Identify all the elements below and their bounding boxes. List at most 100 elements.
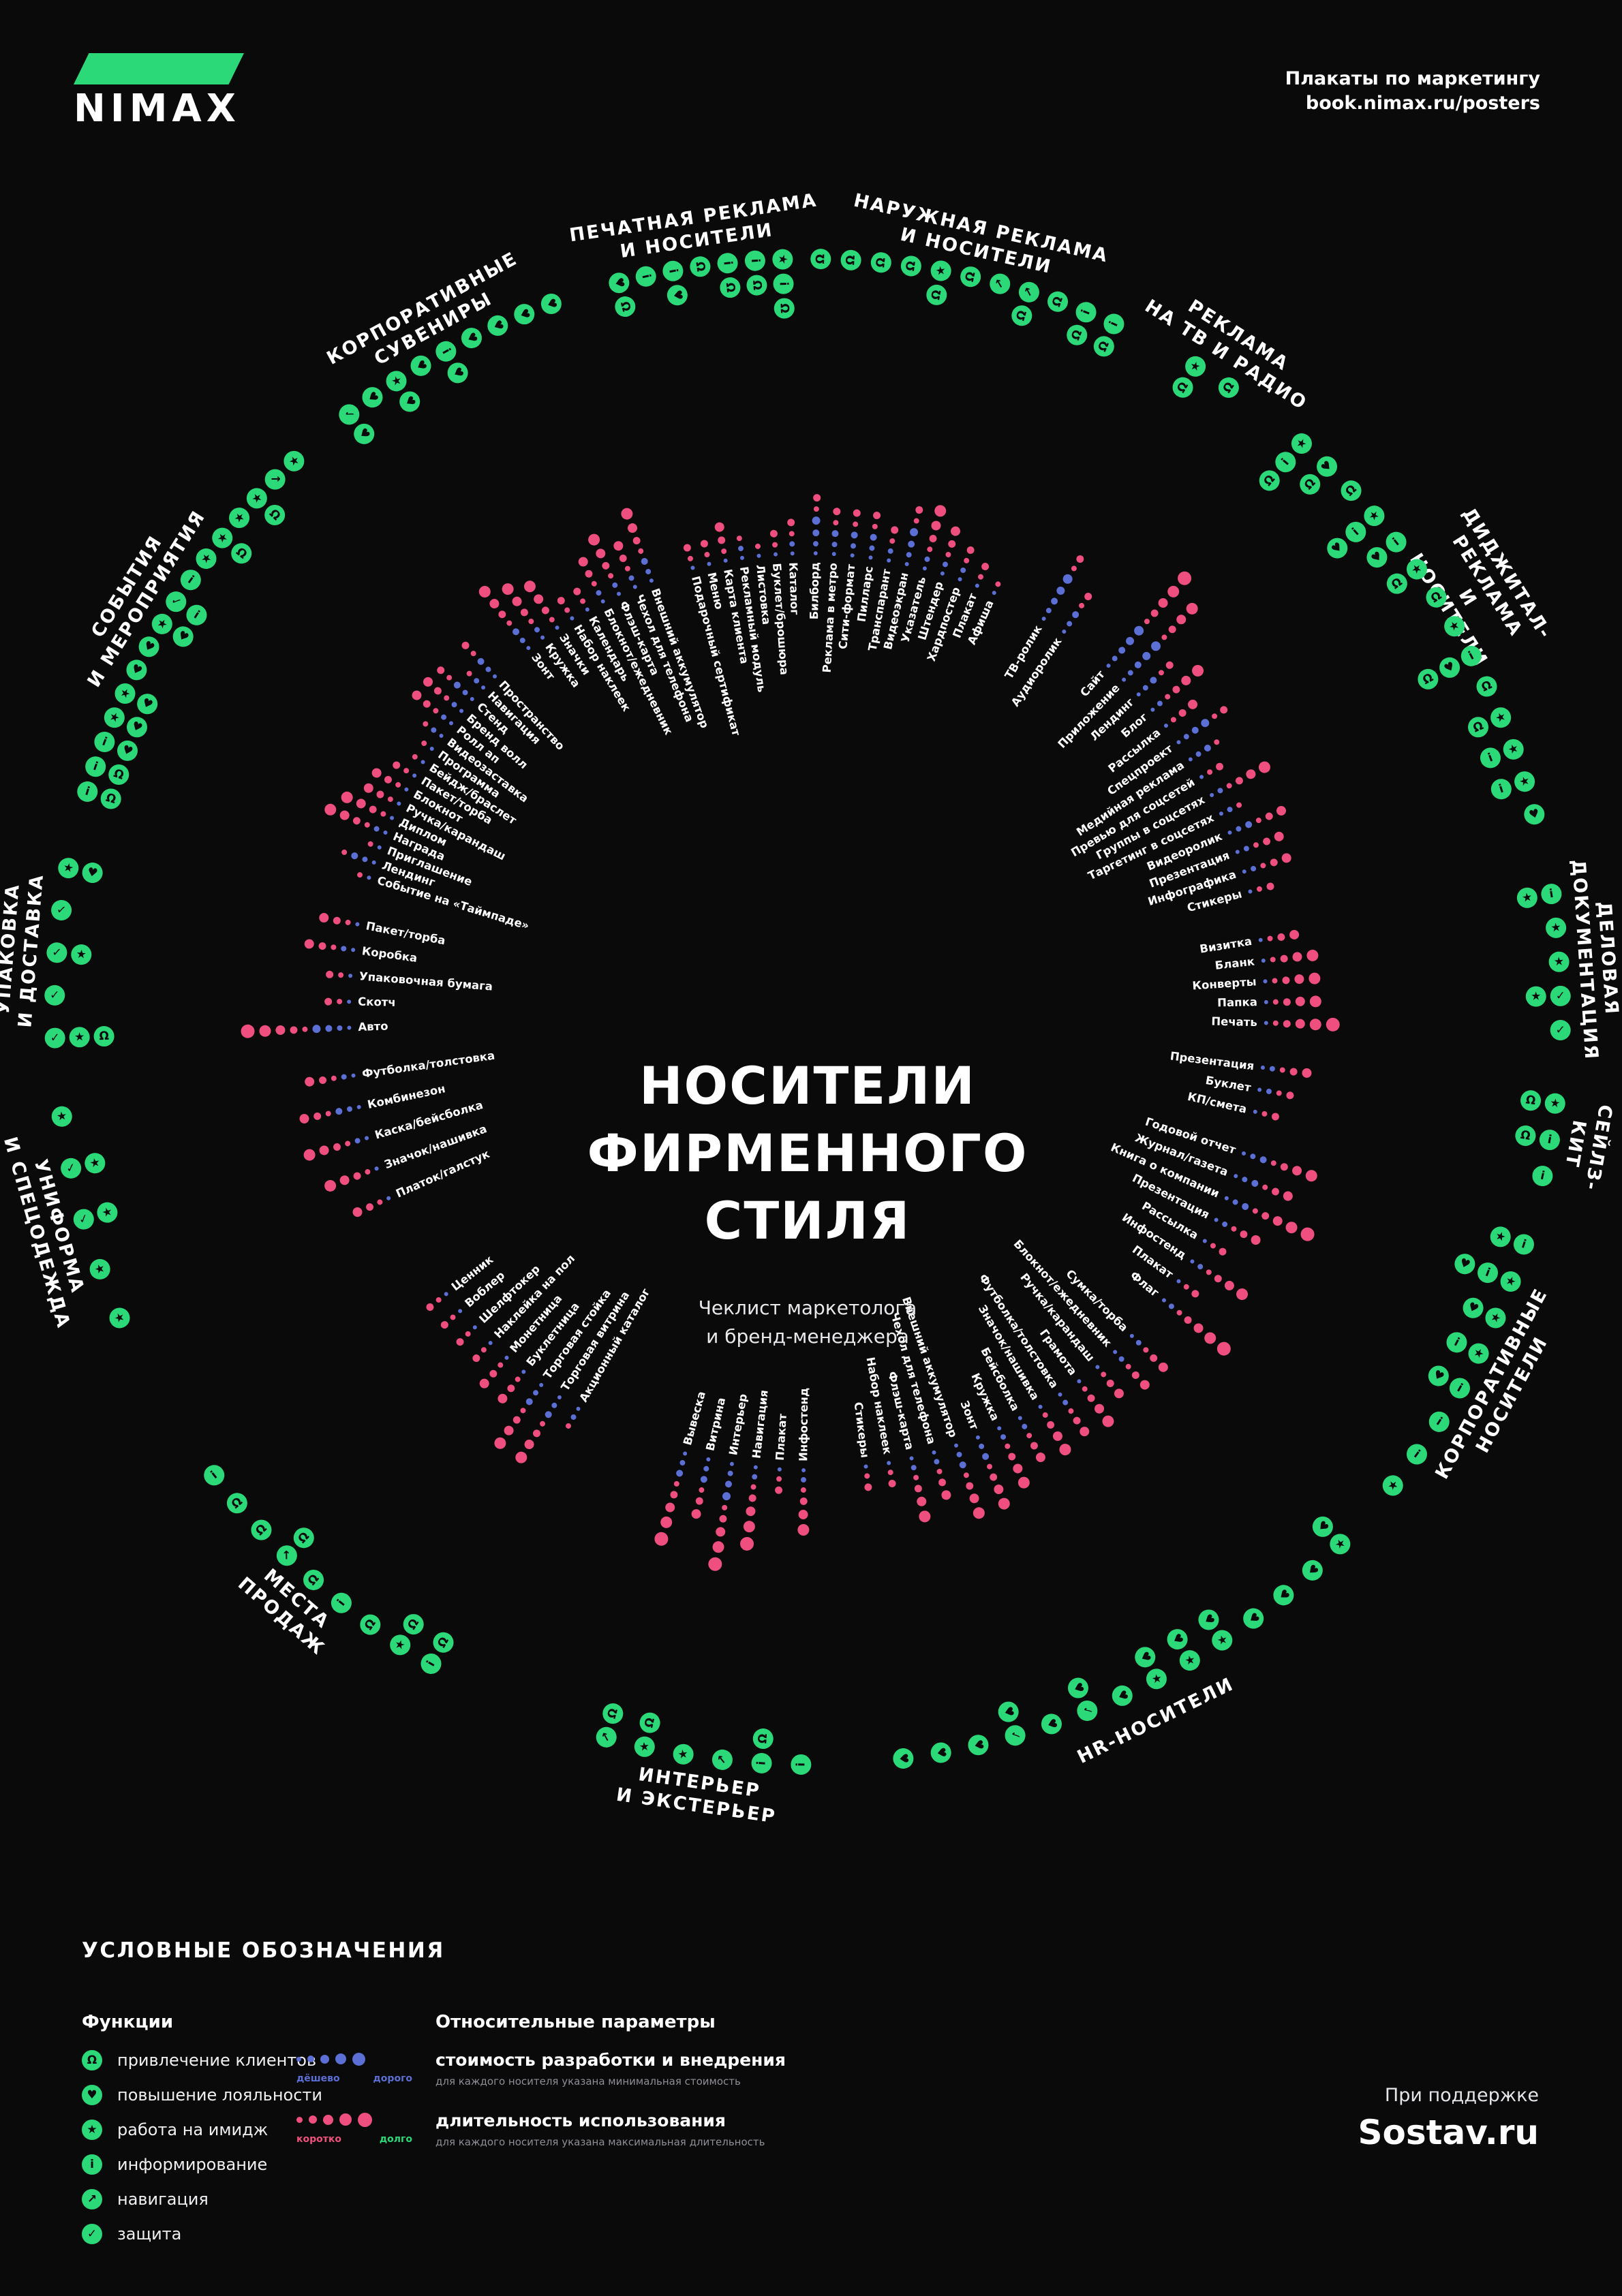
item-function-icons: ♥ bbox=[123, 656, 151, 684]
duration-dot bbox=[637, 547, 645, 555]
duration-dot bbox=[872, 511, 881, 520]
cost-dot bbox=[452, 680, 462, 690]
cost-dot bbox=[1261, 958, 1266, 963]
duration-dot bbox=[304, 1076, 316, 1087]
item-function-icons: ♥ bbox=[929, 1741, 953, 1765]
legend-function-row: ★ работа на имидж bbox=[82, 2120, 368, 2140]
duration-dot bbox=[1071, 1415, 1083, 1426]
cost-dot bbox=[649, 578, 654, 584]
duration-dot bbox=[932, 503, 947, 518]
attract-clients-magnet-icon: Ω bbox=[106, 761, 132, 788]
attract-clients-magnet-icon: Ω bbox=[637, 1710, 662, 1735]
cost-dot bbox=[1071, 610, 1081, 620]
loyalty-heart-icon: ♥ bbox=[929, 1741, 953, 1765]
legend-scale: коротко долго bbox=[296, 2111, 412, 2145]
duration-dot bbox=[914, 1484, 923, 1493]
item-dots bbox=[1218, 801, 1243, 817]
duration-dot bbox=[1285, 1090, 1295, 1100]
cost-dot bbox=[1233, 1173, 1239, 1179]
item-function-icons: ★ bbox=[50, 1104, 74, 1128]
item-function-icons: ♥ ★ bbox=[56, 856, 105, 885]
loyalty-heart-icon: ♥ bbox=[406, 352, 435, 380]
duration-dot bbox=[579, 597, 587, 605]
duration-dot bbox=[1165, 583, 1182, 600]
duration-dot bbox=[1304, 1168, 1319, 1183]
duration-dot bbox=[302, 1147, 317, 1162]
legend-function-row: ♥ повышение лояльности bbox=[82, 2085, 368, 2105]
cost-dot bbox=[1142, 683, 1150, 692]
item-function-icons: ♥ ★ bbox=[1308, 1512, 1355, 1559]
cost-dot bbox=[1076, 1378, 1082, 1384]
info-icon: i bbox=[417, 1649, 445, 1678]
attract-clients-magnet-icon: Ω bbox=[1090, 332, 1118, 360]
loyalty-heart-icon: ♥ bbox=[510, 300, 538, 328]
item-dots bbox=[351, 1193, 393, 1219]
duration-dot bbox=[322, 1178, 338, 1193]
cost-dot bbox=[403, 786, 410, 792]
cost-dot bbox=[575, 1406, 581, 1412]
duration-dot bbox=[962, 1472, 970, 1479]
duration-dot bbox=[800, 1487, 806, 1493]
cost-dot bbox=[335, 1107, 343, 1116]
duration-dot bbox=[302, 1026, 308, 1032]
cost-dot bbox=[476, 656, 486, 666]
cost-dot bbox=[1264, 999, 1268, 1004]
protection-check-icon: ✓ bbox=[44, 984, 65, 1006]
attract-clients-magnet-icon: Ω bbox=[82, 2050, 102, 2070]
duration-dot bbox=[442, 694, 450, 702]
duration-dot bbox=[754, 543, 761, 550]
duration-dot bbox=[313, 1111, 322, 1121]
duration-dot bbox=[1209, 1242, 1217, 1250]
cost-dot bbox=[1148, 675, 1159, 685]
duration-dot bbox=[325, 969, 334, 978]
cost-dot bbox=[438, 732, 444, 739]
image-star-icon: ★ bbox=[94, 1200, 120, 1226]
cost-dot bbox=[595, 589, 602, 597]
duration-dot bbox=[337, 998, 343, 1005]
item-function-icons: ♥ bbox=[1108, 1682, 1136, 1709]
cost-dot bbox=[457, 1308, 463, 1314]
image-star-icon: ★ bbox=[1487, 704, 1514, 731]
info-icon: i bbox=[326, 1588, 356, 1617]
duration-dot bbox=[365, 1201, 375, 1212]
duration-dot bbox=[669, 1489, 679, 1500]
cost-dot bbox=[812, 516, 821, 525]
attract-clients-magnet-icon: Ω bbox=[718, 276, 741, 299]
attract-clients-magnet-icon: Ω bbox=[93, 1025, 115, 1047]
duration-dot bbox=[527, 617, 535, 625]
protection-check-icon: ✓ bbox=[1073, 1697, 1101, 1724]
cost-dot bbox=[955, 1450, 963, 1459]
duration-dot bbox=[1264, 811, 1274, 821]
cost-dot bbox=[699, 1475, 708, 1484]
item-dots bbox=[991, 580, 1002, 596]
cost-dot bbox=[887, 548, 894, 555]
cost-dot bbox=[977, 1442, 985, 1450]
duration-dot bbox=[1029, 1440, 1040, 1451]
image-star-icon: ★ bbox=[50, 1104, 74, 1128]
duration-dot bbox=[331, 1075, 337, 1082]
cost-dot bbox=[1111, 654, 1119, 663]
item-function-icons: Ω bbox=[810, 248, 831, 270]
wheel-spoke-line: Авто Ω ★ ✓ bbox=[44, 1010, 536, 1049]
cost-dot bbox=[1234, 849, 1240, 855]
item-dots bbox=[848, 508, 861, 558]
duration-dot bbox=[887, 1469, 894, 1476]
cost-dot bbox=[931, 1450, 937, 1455]
duration-dot bbox=[337, 972, 344, 978]
cost-dot bbox=[1133, 660, 1143, 670]
loyalty-heart-icon: ♥ bbox=[1424, 1362, 1453, 1390]
duration-dot bbox=[1306, 948, 1319, 962]
duration-dot bbox=[1270, 1160, 1277, 1167]
cost-dot bbox=[1041, 616, 1047, 622]
cost-dot bbox=[850, 542, 857, 549]
blue-scale-dot bbox=[296, 2056, 301, 2062]
item-function-icons: Ω bbox=[899, 254, 923, 278]
cost-dot bbox=[1223, 1195, 1229, 1201]
duration-dot bbox=[601, 560, 611, 571]
duration-dot bbox=[324, 997, 333, 1006]
cost-dot bbox=[532, 1389, 540, 1397]
cost-dot bbox=[723, 558, 729, 563]
info-icon: i bbox=[74, 779, 101, 805]
